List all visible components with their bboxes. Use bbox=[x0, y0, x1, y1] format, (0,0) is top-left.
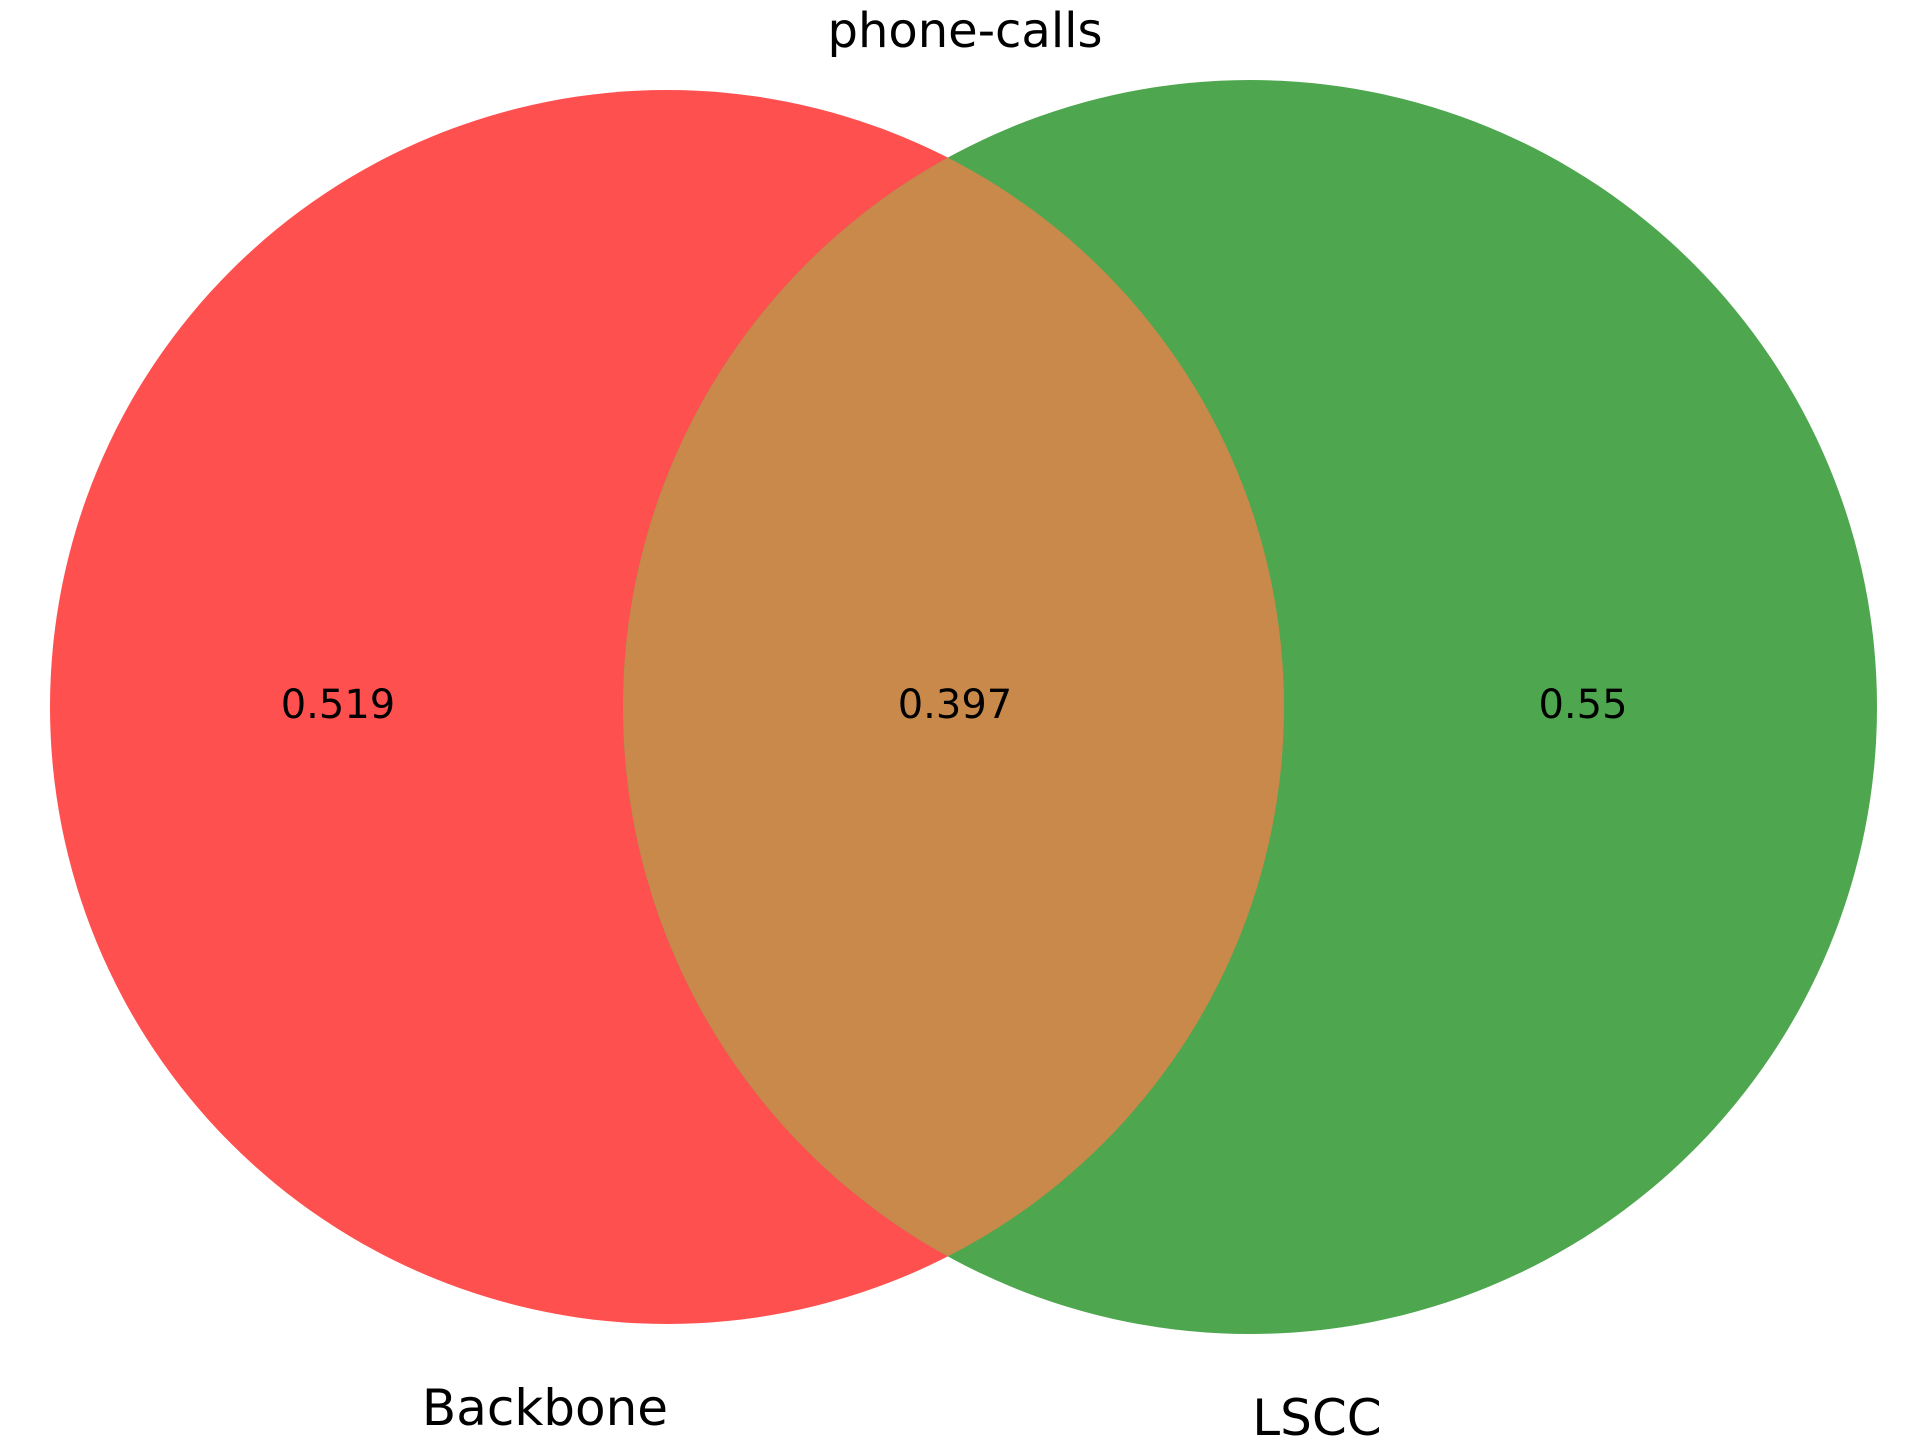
overlap-region bbox=[623, 90, 1284, 1324]
lscc-set-label: LSCC bbox=[1252, 1389, 1381, 1440]
overlap-value: 0.397 bbox=[898, 682, 1013, 728]
diagram-title: phone-calls bbox=[827, 3, 1102, 59]
lscc-only-value: 0.55 bbox=[1538, 682, 1627, 728]
backbone-set-label: Backbone bbox=[422, 1379, 668, 1437]
backbone-only-value: 0.519 bbox=[281, 682, 396, 728]
